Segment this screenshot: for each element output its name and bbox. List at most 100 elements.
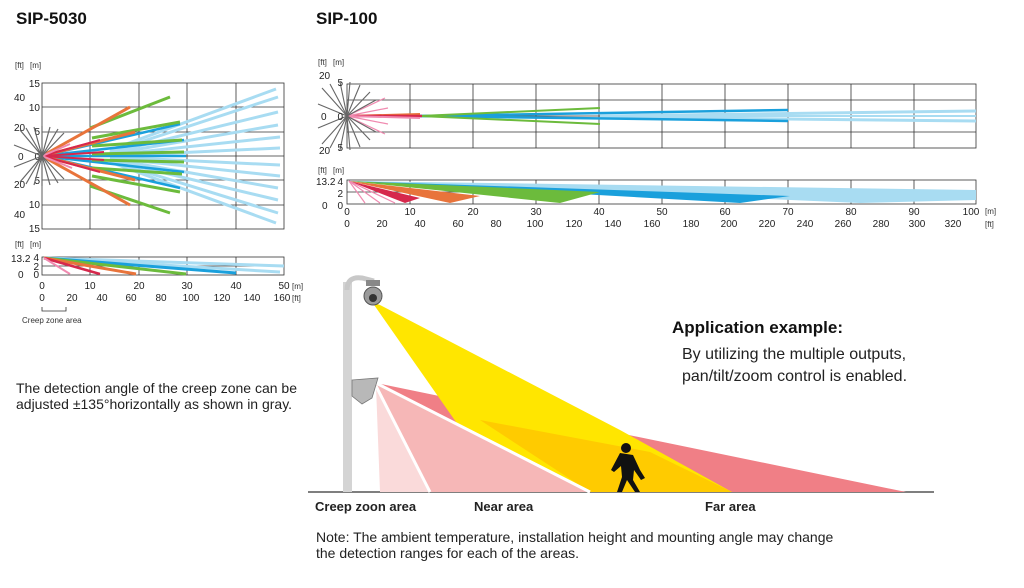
tick-label: 2 xyxy=(337,189,343,200)
sip100-top-view: [ft] [m] xyxy=(317,58,977,157)
tick-label: 0 xyxy=(33,270,39,281)
tick-label: 0 xyxy=(344,219,350,230)
tick-label: 50 xyxy=(656,207,668,218)
sip5030-side-view: [ft] [m] 13.2 0 4 2 0 xyxy=(11,240,285,281)
tick-label: 80 xyxy=(490,219,502,230)
pole-arm xyxy=(344,275,375,291)
tick-label: 0 xyxy=(321,112,327,123)
tick-label: 100 xyxy=(527,219,544,230)
application-title: Application example: xyxy=(672,318,843,337)
tick-label: 5 xyxy=(34,127,40,138)
tick-label: 60 xyxy=(452,219,464,230)
tick-label: 0 xyxy=(344,207,350,218)
tick-label: 20 xyxy=(319,71,331,82)
tick-label: 40 xyxy=(14,210,26,221)
tick-label: 160 xyxy=(274,293,291,304)
application-text: By utilizing the multiple outputs, pan/t… xyxy=(682,346,908,385)
sip100-top-beams xyxy=(317,81,977,151)
sip5030-creep-fan xyxy=(13,126,65,186)
tick-label: 5 xyxy=(34,176,40,187)
tick-label: 180 xyxy=(683,219,700,230)
sip100-x-unit-m: [m] xyxy=(985,207,996,216)
sip5030-x-unit-m: [m] xyxy=(292,282,303,291)
tick-label: 0 xyxy=(337,112,343,123)
tick-label: 10 xyxy=(84,281,96,292)
creep-zone-note: The detection angle of the creep zone ca… xyxy=(16,380,297,412)
tick-label: 120 xyxy=(566,219,583,230)
tick-label: 20 xyxy=(66,293,78,304)
sip100-title: SIP-100 xyxy=(316,9,377,28)
sensor-icon xyxy=(351,377,379,405)
tick-label: 320 xyxy=(945,219,962,230)
tick-label: 300 xyxy=(909,219,926,230)
tick-label: 20 xyxy=(319,146,331,157)
tick-label: 60 xyxy=(125,293,137,304)
tick-label: 2 xyxy=(33,262,39,273)
tick-label: 220 xyxy=(759,219,776,230)
tick-label: 0 xyxy=(337,201,343,212)
tick-label: 5 xyxy=(337,78,343,89)
tick-label: 100 xyxy=(963,207,980,218)
tick-label: 20 xyxy=(14,180,26,191)
tick-label: 40 xyxy=(593,207,605,218)
sip5030-top-view: [ft] [m] 15 10 5 0 5 10 15 40 xyxy=(13,61,285,235)
sip100-side-unit-m: [m] xyxy=(333,166,344,175)
camera-lens xyxy=(369,294,377,302)
tick-label: 90 xyxy=(908,207,920,218)
tick-label: 80 xyxy=(155,293,167,304)
pole xyxy=(343,282,352,492)
tick-label: 0 xyxy=(322,201,328,212)
sip5030-top-beams xyxy=(13,87,281,225)
sip100-top-unit-m: [m] xyxy=(333,58,344,67)
tick-label: 4 xyxy=(337,177,343,188)
footnote: Note: The ambient temperature, installat… xyxy=(316,529,834,561)
tick-label: 40 xyxy=(230,281,242,292)
tick-label: 40 xyxy=(14,93,26,104)
sip5030-title: SIP-5030 xyxy=(16,9,87,28)
sip5030-x-axis: 0 10 20 30 40 50 [m] 0 20 40 60 80 100 1… xyxy=(22,281,303,325)
tick-label: 0 xyxy=(39,281,45,292)
tick-label: 70 xyxy=(782,207,794,218)
camera-view-cone xyxy=(372,302,732,492)
tick-label: 10 xyxy=(404,207,416,218)
tick-label: 10 xyxy=(29,200,41,211)
tick-label: 200 xyxy=(721,219,738,230)
far-area-label: Far area xyxy=(705,499,756,514)
sip5030-side-beams xyxy=(43,256,285,276)
tick-label: 20 xyxy=(467,207,479,218)
tick-label: 100 xyxy=(183,293,200,304)
tick-label: 60 xyxy=(719,207,731,218)
sip5030-top-unit-ft: [ft] xyxy=(15,61,24,70)
tick-label: 140 xyxy=(605,219,622,230)
tick-label: 0 xyxy=(18,152,24,163)
sip5030-top-unit-m: [m] xyxy=(30,61,41,70)
creep-zone-bracket xyxy=(41,307,67,312)
tick-label: 140 xyxy=(244,293,261,304)
tick-label: 40 xyxy=(96,293,108,304)
sip100-side-unit-ft: [ft] xyxy=(318,166,327,175)
tick-label: 80 xyxy=(845,207,857,218)
tick-label: 120 xyxy=(214,293,231,304)
sip100-x-unit-ft: [ft] xyxy=(985,220,994,229)
sip5030-side-unit-ft: [ft] xyxy=(15,240,24,249)
sip100-side-view: [ft] [m] 13.2 0 xyxy=(316,166,977,212)
tick-label: 20 xyxy=(376,219,388,230)
tick-label: 40 xyxy=(414,219,426,230)
camera-mount xyxy=(366,280,380,286)
sip5030-top-ft-ticks: 40 20 0 20 40 xyxy=(14,93,26,221)
sip5030-side-unit-m: [m] xyxy=(30,240,41,249)
intruder-icon xyxy=(611,443,645,492)
creep-near-separator xyxy=(374,385,432,493)
tick-label: 4 xyxy=(33,253,39,264)
sip100-top-unit-ft: [ft] xyxy=(318,58,327,67)
tick-label: 20 xyxy=(133,281,145,292)
near-area-label: Near area xyxy=(474,499,534,514)
tick-label: 5 xyxy=(337,143,343,154)
near-far-separator xyxy=(375,381,591,494)
tick-label: 13.2 xyxy=(11,254,31,265)
tick-label: 160 xyxy=(644,219,661,230)
tick-label: 280 xyxy=(873,219,890,230)
creep-zone-label: Creep zone area xyxy=(22,316,82,325)
tick-label: 240 xyxy=(797,219,814,230)
